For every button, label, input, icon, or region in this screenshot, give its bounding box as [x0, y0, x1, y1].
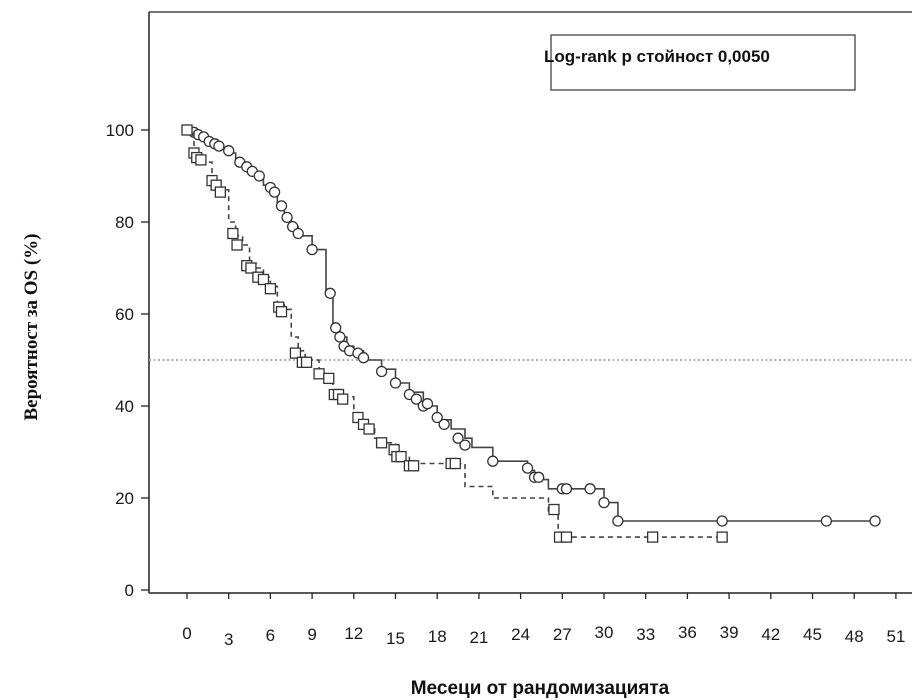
censor-marker-square [337, 393, 349, 405]
y-tick-label: 40 [115, 397, 134, 416]
x-tick-label: 39 [720, 623, 739, 642]
censor-marker-square [313, 368, 325, 380]
x-tick-label: 33 [636, 625, 655, 644]
censor-marker-square [275, 306, 288, 318]
x-tick-label: 45 [803, 625, 822, 644]
censor-marker-circle [292, 227, 304, 240]
censor-marker-circle [306, 243, 318, 256]
y-tick-label: 100 [106, 121, 134, 140]
x-tick-label: 12 [344, 624, 363, 643]
censor-marker-circle [560, 483, 573, 495]
censor-marker-square [560, 531, 573, 543]
censor-marker-square [395, 450, 407, 463]
censor-marker-circle [820, 515, 833, 527]
x-tick-label: 6 [266, 626, 275, 645]
censor-marker-circle [253, 170, 265, 182]
censor-marker-circle [487, 455, 499, 467]
censor-marker-circle [598, 496, 610, 509]
y-tick-label: 20 [115, 489, 134, 508]
censor-marker-circle [438, 418, 450, 431]
x-tick-label: 36 [678, 623, 697, 642]
censor-marker-square [214, 186, 227, 198]
censor-marker-circle [213, 140, 225, 152]
series-layer [181, 124, 881, 543]
censor-marker-circle [330, 322, 342, 334]
y-axis-title: Вероятност за OS (%) [21, 233, 42, 420]
censor-marker-square [231, 239, 243, 251]
x-tick-label: 21 [469, 628, 488, 647]
annotation-box [550, 34, 856, 91]
censor-marker-square [407, 460, 420, 472]
censor-marker-circle [612, 515, 624, 527]
censor-marker-circle [389, 377, 402, 389]
censor-marker-square [716, 531, 728, 543]
series-1 [181, 124, 881, 527]
censor-marker-circle [334, 331, 346, 343]
x-tick-label: 3 [224, 630, 233, 649]
x-tick-label: 0 [182, 624, 191, 643]
axes [148, 11, 912, 594]
censor-marker-square [289, 347, 302, 359]
annotation-text: Log-rank p стойност 0,0050 [544, 47, 770, 66]
censor-marker-circle [716, 515, 728, 527]
x-tick-label: 30 [595, 623, 614, 642]
y-tick-label: 0 [125, 581, 134, 600]
censor-marker-square [264, 283, 277, 295]
censor-marker-square [548, 503, 560, 516]
censor-marker-square [181, 124, 193, 136]
censor-marker-square [647, 531, 659, 543]
series-1-step-line [187, 129, 876, 522]
censor-marker-square [245, 262, 257, 274]
censor-marker-circle [223, 145, 235, 157]
censor-marker-circle [521, 462, 534, 474]
censor-marker-square [257, 273, 270, 286]
logrank-annotation: Log-rank p стойност 0,0050 [544, 34, 856, 91]
censor-marker-circle [324, 287, 336, 299]
censor-marker-circle [584, 483, 596, 495]
x-tick-label: 15 [386, 629, 405, 648]
censor-marker-circle [533, 471, 545, 483]
censor-marker-circle [869, 515, 881, 527]
x-tick-label: 9 [307, 625, 316, 644]
censor-marker-square [375, 437, 388, 449]
censor-marker-circle [268, 186, 281, 198]
censor-marker-circle [410, 393, 423, 405]
censor-marker-circle [375, 365, 388, 378]
y-tick-label: 60 [115, 305, 134, 324]
censor-marker-square [300, 356, 313, 368]
censor-marker-circle [459, 439, 471, 451]
x-tick-label: 27 [553, 625, 572, 644]
x-tick-label: 48 [845, 627, 864, 646]
censor-marker-square [363, 423, 375, 435]
x-axis-title: Месеци от рандомизацията [411, 678, 670, 699]
y-tick-label: 80 [115, 213, 134, 232]
x-axis-ticks: 0 3 6 9 12 15 18 21 24 27 30 33 36 39 42 45 48 51 [182, 593, 905, 649]
censor-marker-circle [275, 200, 288, 212]
censor-marker-square [449, 457, 461, 470]
y-axis-ticks: 0 20 40 60 80 100 [106, 121, 149, 600]
censor-marker-circle [357, 352, 370, 364]
censor-marker-circle [281, 211, 293, 224]
x-tick-label: 51 [886, 627, 905, 646]
censor-marker-circle [431, 411, 443, 424]
censor-marker-circle [452, 432, 464, 444]
censor-marker-square [227, 227, 239, 240]
x-tick-label: 42 [761, 625, 780, 644]
x-tick-label: 18 [428, 627, 447, 646]
censor-marker-square [323, 372, 335, 385]
censor-marker-circle [421, 398, 434, 410]
censor-marker-square [195, 154, 207, 166]
x-tick-label: 24 [511, 625, 530, 644]
series-2 [181, 124, 728, 543]
